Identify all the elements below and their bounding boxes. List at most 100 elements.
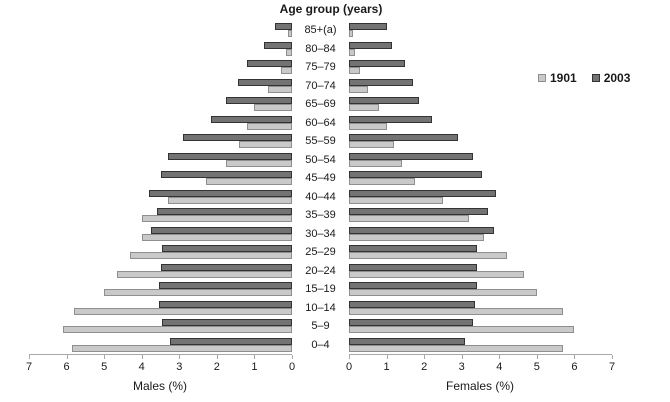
chart-title: Age group (years): [279, 2, 383, 16]
age-group-label: 50–54: [305, 153, 336, 166]
axis-tick-label: 6: [63, 361, 70, 373]
bar-males-1901: [117, 270, 292, 278]
legend-label-2003: 2003: [603, 71, 631, 85]
axis-tick-label: 4: [138, 361, 145, 373]
bar-females-1901: [349, 196, 443, 204]
bar-males-1901: [141, 215, 292, 223]
pyramid-row-females: [349, 169, 612, 188]
age-group-label: 85+(a): [304, 24, 337, 37]
axis-tick-label: 6: [571, 361, 578, 373]
axis-tick: [349, 355, 350, 359]
bar-females-2003: [349, 319, 473, 327]
axis-tick: [141, 355, 143, 359]
bar-males-1901: [254, 104, 292, 112]
pyramid-row-males: [29, 262, 292, 281]
axis-tick: [574, 355, 576, 359]
bar-males-1901: [168, 196, 292, 204]
age-group-labels-column: 85+(a) 80–84 75–79 70–74 65–69 60–64 55–59 50–5…: [292, 21, 349, 354]
bar-females-2003: [349, 208, 488, 216]
legend-item-1901: 1901: [538, 71, 577, 85]
pyramid-row-females: [349, 188, 612, 207]
bar-females-1901: [349, 252, 507, 260]
pyramid-row-males: [29, 21, 292, 40]
axis-tick-label: 7: [25, 361, 33, 373]
male-bars-panel: [29, 21, 292, 354]
bar-males-1901: [288, 30, 292, 38]
pyramid-row-males: [29, 132, 292, 151]
bar-females-1901: [349, 344, 564, 352]
bar-males-1901: [205, 178, 292, 186]
female-x-axis: 0 1 2 3 4 5 6 7: [346, 354, 615, 373]
pyramid-row-females: [349, 299, 612, 318]
pyramid-row-females: [349, 225, 612, 244]
bar-females-2003: [349, 60, 406, 68]
bar-males-2003: [158, 300, 292, 308]
bar-males-1901: [280, 67, 292, 75]
age-group-label: 65–69: [305, 98, 336, 111]
axis-tick-label: 1: [383, 361, 390, 373]
pyramid-row-females: [349, 317, 612, 336]
pyramid-row-females: [349, 21, 612, 40]
bar-females-2003: [349, 337, 466, 345]
bar-females-2003: [349, 152, 473, 160]
bar-females-1901: [349, 215, 470, 223]
bar-males-2003: [169, 337, 292, 345]
bar-males-2003: [275, 23, 292, 31]
bar-females-2003: [349, 97, 419, 105]
bar-males-1901: [226, 159, 292, 167]
bar-males-2003: [237, 78, 292, 86]
pyramid-row-males: [29, 336, 292, 355]
bar-males-2003: [226, 97, 292, 105]
pyramid-row-males: [29, 77, 292, 96]
pyramid-row-males: [29, 169, 292, 188]
bar-females-1901: [349, 289, 537, 297]
age-group-label: 45–49: [305, 172, 336, 185]
bar-females-1901: [349, 85, 368, 93]
bar-males-2003: [168, 152, 292, 160]
age-group-label: 20–24: [305, 264, 336, 277]
age-group-label: 15–19: [305, 283, 336, 296]
age-group-label: 80–84: [305, 42, 336, 55]
pyramid-row-males: [29, 114, 292, 133]
pyramid-row-females: [349, 58, 612, 77]
axis-tick-label: 1: [251, 361, 258, 373]
pyramid-row-males: [29, 188, 292, 207]
axis-tick: [292, 355, 293, 359]
bar-females-2003: [349, 226, 494, 234]
bar-males-2003: [183, 134, 292, 142]
bar-males-1901: [141, 233, 292, 241]
pyramid-row-females: [349, 243, 612, 262]
bar-females-1901: [349, 104, 380, 112]
bar-males-2003: [162, 245, 292, 253]
age-group-label: 40–44: [305, 190, 336, 203]
bar-females-1901: [349, 67, 361, 75]
axis-tick: [461, 355, 463, 359]
legend: 1901 2003: [538, 71, 630, 85]
bar-females-2003: [349, 171, 483, 179]
pyramid-row-females: [349, 114, 612, 133]
axis-tick: [254, 355, 256, 359]
bar-males-2003: [211, 115, 292, 123]
pyramid-row-males: [29, 280, 292, 299]
bar-males-2003: [246, 60, 292, 68]
pyramid-row-males: [29, 317, 292, 336]
bar-males-2003: [158, 282, 292, 290]
age-group-label: 60–64: [305, 116, 336, 129]
axis-tick: [536, 355, 538, 359]
age-group-label: 75–79: [305, 61, 336, 74]
bar-females-2003: [349, 263, 477, 271]
legend-swatch-2003: [591, 74, 600, 82]
axis-tick-label: 3: [458, 361, 465, 373]
pyramid-row-females: [349, 151, 612, 170]
age-group-label: 70–74: [305, 79, 336, 92]
female-bars-panel: [349, 21, 612, 354]
bar-females-2003: [349, 41, 393, 49]
male-x-axis: 7 6 5 4 3 2 1 0: [26, 354, 295, 373]
pyramid-row-males: [29, 151, 292, 170]
legend-item-2003: 2003: [591, 71, 631, 85]
age-group-label: 30–34: [305, 227, 336, 240]
bar-males-1901: [74, 307, 292, 315]
female-axis-label: Females (%): [445, 379, 514, 393]
bar-females-2003: [349, 134, 458, 142]
